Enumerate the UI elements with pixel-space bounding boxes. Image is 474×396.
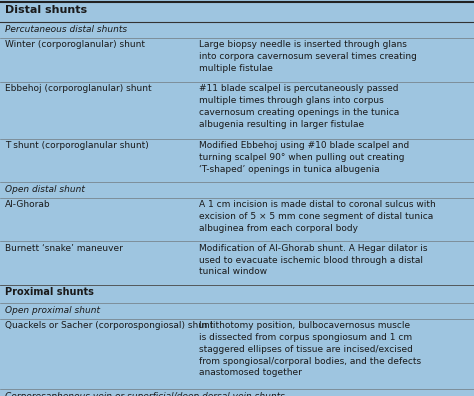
Text: Burnett ‘snake’ maneuver: Burnett ‘snake’ maneuver bbox=[5, 244, 123, 253]
Text: In lithotomy position, bulbocavernosus muscle
is dissected from corpus spongiosu: In lithotomy position, bulbocavernosus m… bbox=[199, 321, 421, 377]
Text: Modified Ebbehoj using #10 blade scalpel and
turning scalpel 90° when pulling ou: Modified Ebbehoj using #10 blade scalpel… bbox=[199, 141, 409, 174]
Text: Corporosaphenous vein or superficial/deep dorsal vein shunts: Corporosaphenous vein or superficial/dee… bbox=[5, 392, 285, 396]
Text: Open distal shunt: Open distal shunt bbox=[5, 185, 85, 194]
Text: Al-Ghorab: Al-Ghorab bbox=[5, 200, 51, 209]
Text: Percutaneous distal shunts: Percutaneous distal shunts bbox=[5, 25, 127, 34]
Text: Distal shunts: Distal shunts bbox=[5, 5, 87, 15]
Text: Quackels or Sacher (corporospongiosal) shunt: Quackels or Sacher (corporospongiosal) s… bbox=[5, 321, 213, 330]
Text: Large biopsy needle is inserted through glans
into corpora cavernosum several ti: Large biopsy needle is inserted through … bbox=[199, 40, 417, 73]
Text: A 1 cm incision is made distal to coronal sulcus with
excision of 5 × 5 mm cone : A 1 cm incision is made distal to corona… bbox=[199, 200, 436, 233]
Text: T shunt (corporoglanular shunt): T shunt (corporoglanular shunt) bbox=[5, 141, 149, 150]
Text: Winter (corporoglanular) shunt: Winter (corporoglanular) shunt bbox=[5, 40, 145, 50]
Text: #11 blade scalpel is percutaneously passed
multiple times through glans into cor: #11 blade scalpel is percutaneously pass… bbox=[199, 84, 399, 129]
Text: Modification of Al-Ghorab shunt. A Hegar dilator is
used to evacuate ischemic bl: Modification of Al-Ghorab shunt. A Hegar… bbox=[199, 244, 427, 276]
Text: Ebbehoj (corporoglanular) shunt: Ebbehoj (corporoglanular) shunt bbox=[5, 84, 152, 93]
Text: Proximal shunts: Proximal shunts bbox=[5, 287, 94, 297]
Text: Open proximal shunt: Open proximal shunt bbox=[5, 306, 100, 315]
